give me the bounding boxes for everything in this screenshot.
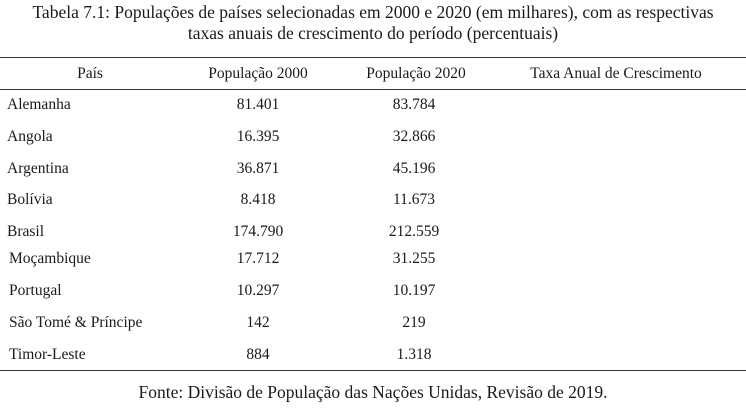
cell-pais: Moçambique xyxy=(9,250,91,267)
cell-pop2000: 81.401 xyxy=(236,96,280,113)
cell-pop2000: 8.418 xyxy=(240,191,276,208)
cell-pop2000: 36.871 xyxy=(236,160,280,177)
table-header-row: País População 2000 População 2020 Taxa … xyxy=(0,61,746,85)
header-populacao-2000: População 2000 xyxy=(208,65,308,82)
cell-pop2000: 17.712 xyxy=(236,250,280,267)
cell-pais: Argentina xyxy=(7,160,69,177)
header-taxa-anual: Taxa Anual de Crescimento xyxy=(530,65,702,82)
cell-pop2020: 31.255 xyxy=(392,250,436,267)
table-row: Angola 16.395 32.866 xyxy=(0,125,746,149)
header-pais: País xyxy=(77,65,103,82)
table-row: Alemanha 81.401 83.784 xyxy=(0,93,746,117)
table-row: Timor-Leste 884 1.318 xyxy=(0,343,746,367)
cell-pop2000: 16.395 xyxy=(236,128,280,145)
caption-line-1: Tabela 7.1: Populações de países selecio… xyxy=(32,2,714,22)
table-row: Argentina 36.871 45.196 xyxy=(0,157,746,181)
table-row: Moçambique 17.712 31.255 xyxy=(0,247,746,271)
cell-pop2020: 32.866 xyxy=(392,128,436,145)
cell-pais: Alemanha xyxy=(7,96,71,113)
cell-pop2000: 10.297 xyxy=(236,282,280,299)
cell-pop2020: 11.673 xyxy=(392,191,436,208)
cell-pop2020: 10.197 xyxy=(392,282,436,299)
table-row: São Tomé & Príncipe 142 219 xyxy=(0,311,746,335)
cell-pop2000: 142 xyxy=(246,314,270,331)
cell-pais: São Tomé & Príncipe xyxy=(9,314,143,331)
cell-pop2020: 212.559 xyxy=(388,223,440,240)
header-populacao-2020: População 2020 xyxy=(366,65,466,82)
table-row: Portugal 10.297 10.197 xyxy=(0,279,746,303)
table-row: Bolívia 8.418 11.673 xyxy=(0,188,746,212)
cell-pais: Portugal xyxy=(9,282,62,299)
cell-pais: Timor-Leste xyxy=(9,346,86,363)
table-caption: Tabela 7.1: Populações de países selecio… xyxy=(0,2,746,44)
cell-pop2020: 219 xyxy=(402,314,426,331)
cell-pais: Brasil xyxy=(7,223,45,240)
cell-pop2020: 45.196 xyxy=(392,160,436,177)
cell-pop2000: 174.790 xyxy=(232,223,284,240)
cell-pais: Angola xyxy=(7,128,53,145)
table-bottom-rule xyxy=(0,370,746,371)
cell-pop2020: 83.784 xyxy=(392,96,436,113)
caption-line-2: taxas anuais de crescimento do período (… xyxy=(187,23,559,43)
cell-pop2020: 1.318 xyxy=(396,346,432,363)
table-header-rule xyxy=(0,89,746,90)
cell-pais: Bolívia xyxy=(7,191,53,208)
table-row: Brasil 174.790 212.559 xyxy=(0,220,746,244)
cell-pop2000: 884 xyxy=(246,346,270,363)
table-top-rule xyxy=(0,57,746,58)
table-source-note: Fonte: Divisão de População das Nações U… xyxy=(138,382,608,402)
